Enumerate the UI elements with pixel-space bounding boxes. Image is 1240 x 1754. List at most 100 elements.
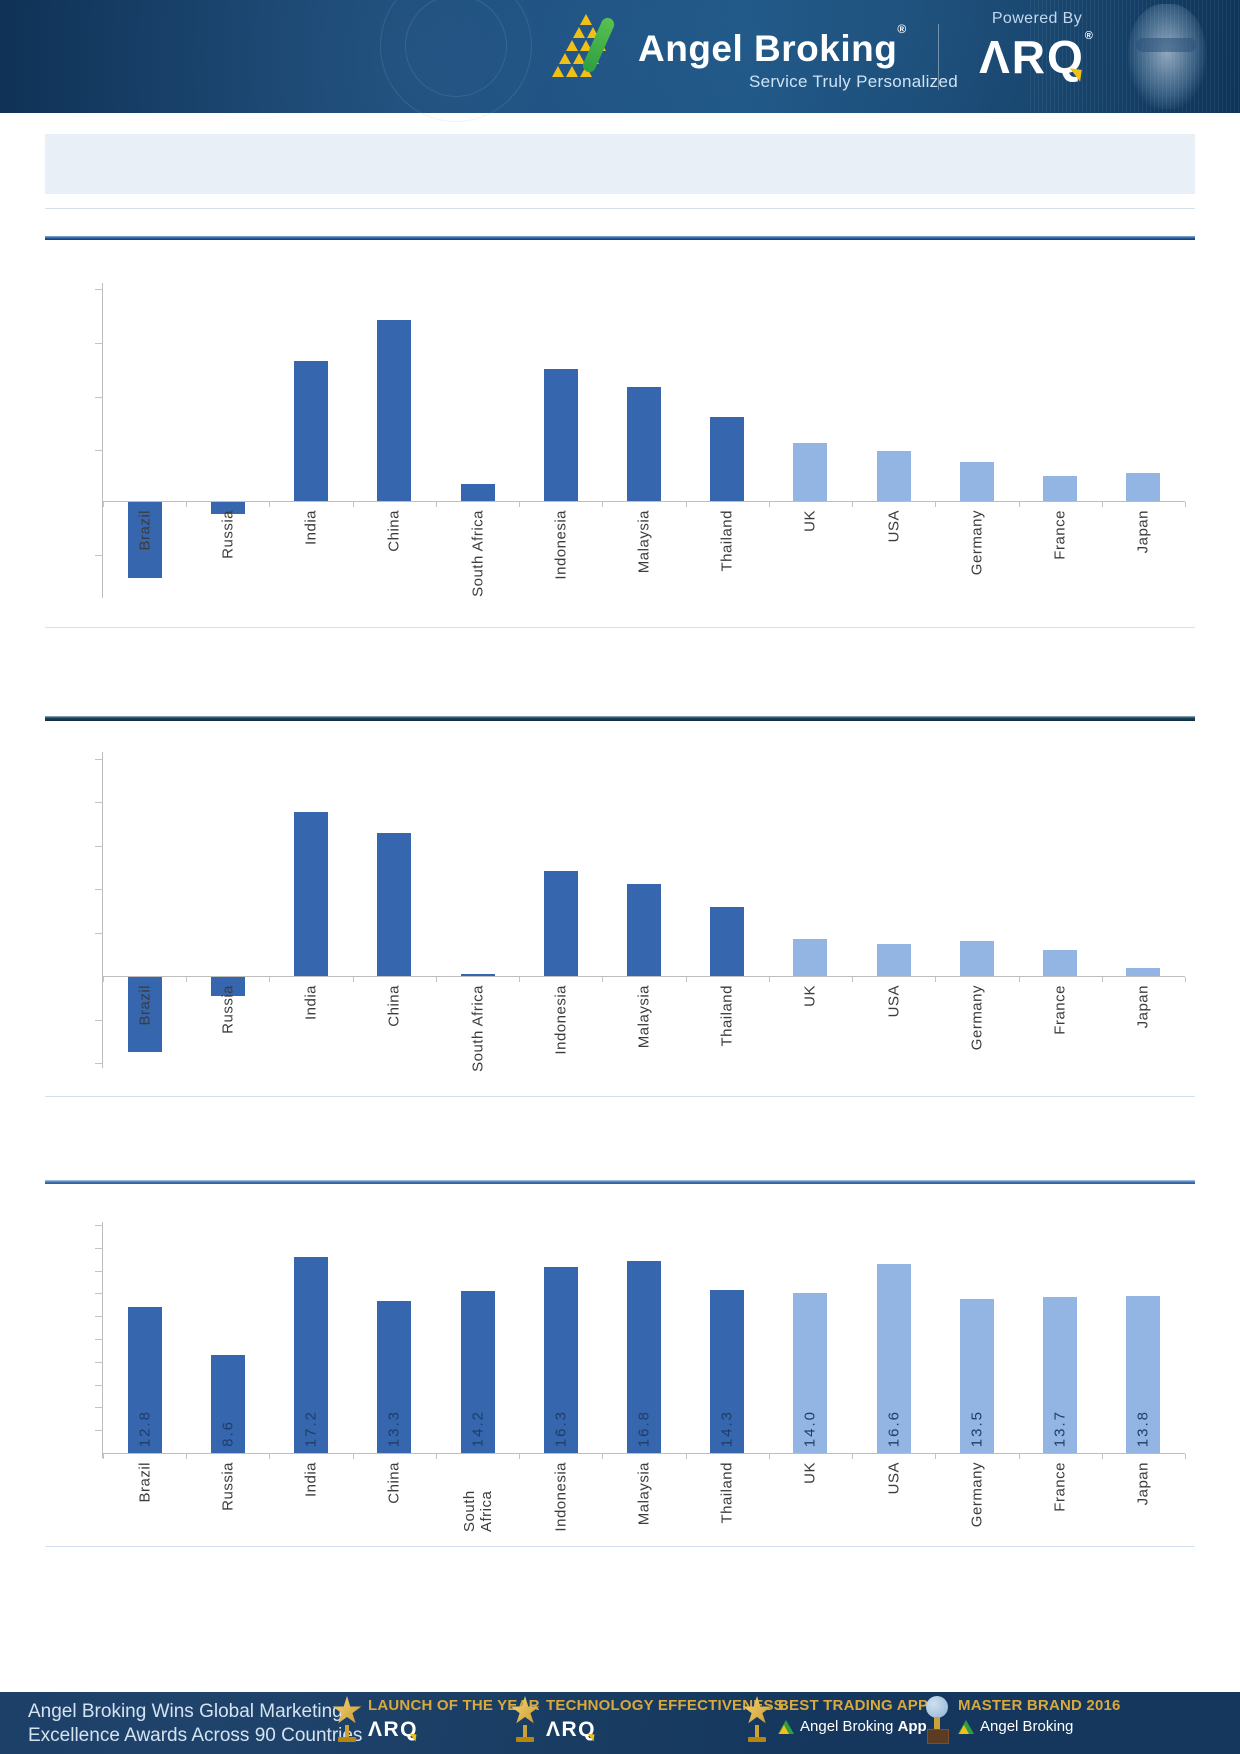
bar-uk (793, 443, 827, 501)
category-label-germany: Germany (968, 985, 986, 1051)
value-label-germany: 13.5 (968, 1409, 986, 1447)
x-axis-tick (353, 502, 354, 507)
category-label-japan: Japan (1134, 1462, 1152, 1506)
bar-south-africa (461, 1291, 495, 1453)
category-label-thailand: Thailand (718, 1462, 736, 1524)
bar-japan (1126, 473, 1160, 501)
category-label-south-africa: South Africa (469, 985, 487, 1072)
x-axis-tick (436, 1454, 437, 1459)
y-axis-tick (95, 802, 103, 803)
x-axis-tick (935, 977, 936, 982)
category-label-uk: UK (801, 1462, 819, 1484)
bar-france (1043, 476, 1077, 501)
angel-broking-logo-icon (552, 14, 630, 98)
bar-indonesia (544, 369, 578, 501)
category-label-brazil: Brazil (136, 510, 154, 551)
section-divider-1 (45, 236, 1195, 240)
bar-indonesia (544, 1267, 578, 1453)
thin-rule (45, 1546, 1195, 1547)
trophy-star-icon (740, 1696, 774, 1746)
y-axis-tick (95, 1316, 103, 1317)
y-axis-tick (95, 450, 103, 451)
category-label-indonesia: Indonesia (552, 1462, 570, 1532)
bar-germany (960, 462, 994, 501)
category-label-france: France (1051, 1462, 1069, 1512)
footer-awards-bar: Angel Broking Wins Global Marketing Exce… (0, 1692, 1240, 1754)
category-label-indonesia: Indonesia (552, 510, 570, 580)
y-axis (102, 1222, 103, 1458)
y-axis (102, 283, 103, 598)
angel-logo-icon (958, 1719, 974, 1734)
y-axis-tick (95, 1362, 103, 1363)
ai-head-visor (1136, 38, 1196, 52)
value-label-russia: 8.6 (219, 1420, 237, 1447)
bar-malaysia (627, 1261, 661, 1453)
y-axis-tick (95, 759, 103, 760)
category-label-usa: USA (885, 1462, 903, 1495)
category-label-india: India (302, 1462, 320, 1498)
y-axis-tick (95, 1020, 103, 1021)
bar-india (294, 1257, 328, 1453)
y-axis-tick (95, 1248, 103, 1249)
x-axis-tick (769, 1454, 770, 1459)
x-axis-tick (353, 1454, 354, 1459)
award-launch-of-the-year: LAUNCH OF THE YEAR ΛRQ (368, 1697, 540, 1742)
y-axis-tick (95, 846, 103, 847)
bar-russia (211, 502, 245, 514)
category-label-indonesia: Indonesia (552, 985, 570, 1055)
value-label-malaysia: 16.8 (635, 1409, 653, 1447)
x-axis-tick (852, 502, 853, 507)
x-axis-tick (602, 1454, 603, 1459)
y-axis-tick (95, 1271, 103, 1272)
header-separator (938, 24, 939, 90)
category-label-usa: USA (885, 985, 903, 1018)
award-title: MASTER BRAND 2016 (958, 1697, 1121, 1714)
category-label-russia: Russia (219, 1462, 237, 1511)
brand-name: Angel Broking® (638, 22, 907, 69)
category-label-malaysia: Malaysia (635, 510, 653, 574)
value-label-thailand: 14.3 (718, 1409, 736, 1447)
bar-usa (877, 1264, 911, 1453)
y-axis-tick (95, 1225, 103, 1226)
category-label-china: China (385, 985, 403, 1027)
y-axis-tick (95, 1293, 103, 1294)
y-axis-tick (95, 555, 103, 556)
category-label-thailand: Thailand (718, 510, 736, 572)
value-label-usa: 16.6 (885, 1409, 903, 1447)
title-banner (45, 134, 1195, 194)
value-label-china: 13.3 (385, 1409, 403, 1447)
x-axis-tick (852, 1454, 853, 1459)
x-axis-tick (1102, 1454, 1103, 1459)
trophy-star-icon (508, 1696, 542, 1746)
x-axis (102, 976, 1185, 977)
award-title: BEST TRADING APP (778, 1697, 929, 1714)
x-axis-tick (103, 977, 104, 982)
x-axis-tick (1185, 1454, 1186, 1459)
ai-head-graphic (1128, 4, 1206, 109)
footer-headline-line1: Angel Broking Wins Global Marketing (28, 1701, 343, 1722)
y-axis-tick (95, 397, 103, 398)
x-axis-tick (519, 1454, 520, 1459)
bar-germany (960, 941, 994, 976)
footer-headline: Angel Broking Wins Global Marketing Exce… (28, 1700, 362, 1748)
category-label-malaysia: Malaysia (635, 985, 653, 1049)
x-axis-tick (1019, 977, 1020, 982)
registered-mark: ® (897, 22, 907, 36)
powered-by-block: Powered By ΛRQ® (952, 10, 1122, 84)
x-axis-tick (935, 502, 936, 507)
bar-india (294, 361, 328, 501)
value-label-south-africa: 14.2 (469, 1409, 487, 1447)
x-axis-tick (186, 1454, 187, 1459)
x-axis-tick (519, 502, 520, 507)
category-label-thailand: Thailand (718, 985, 736, 1047)
x-axis (102, 1453, 1185, 1454)
bar-usa (877, 451, 911, 501)
y-axis (102, 752, 103, 1068)
category-label-france: France (1051, 985, 1069, 1035)
value-label-france: 13.7 (1051, 1409, 1069, 1447)
y-axis-tick (95, 889, 103, 890)
x-axis-tick (852, 977, 853, 982)
x-axis-tick (769, 502, 770, 507)
x-axis-tick (519, 977, 520, 982)
award-title: TECHNOLOGY EFFECTIVENESS (546, 1697, 784, 1714)
